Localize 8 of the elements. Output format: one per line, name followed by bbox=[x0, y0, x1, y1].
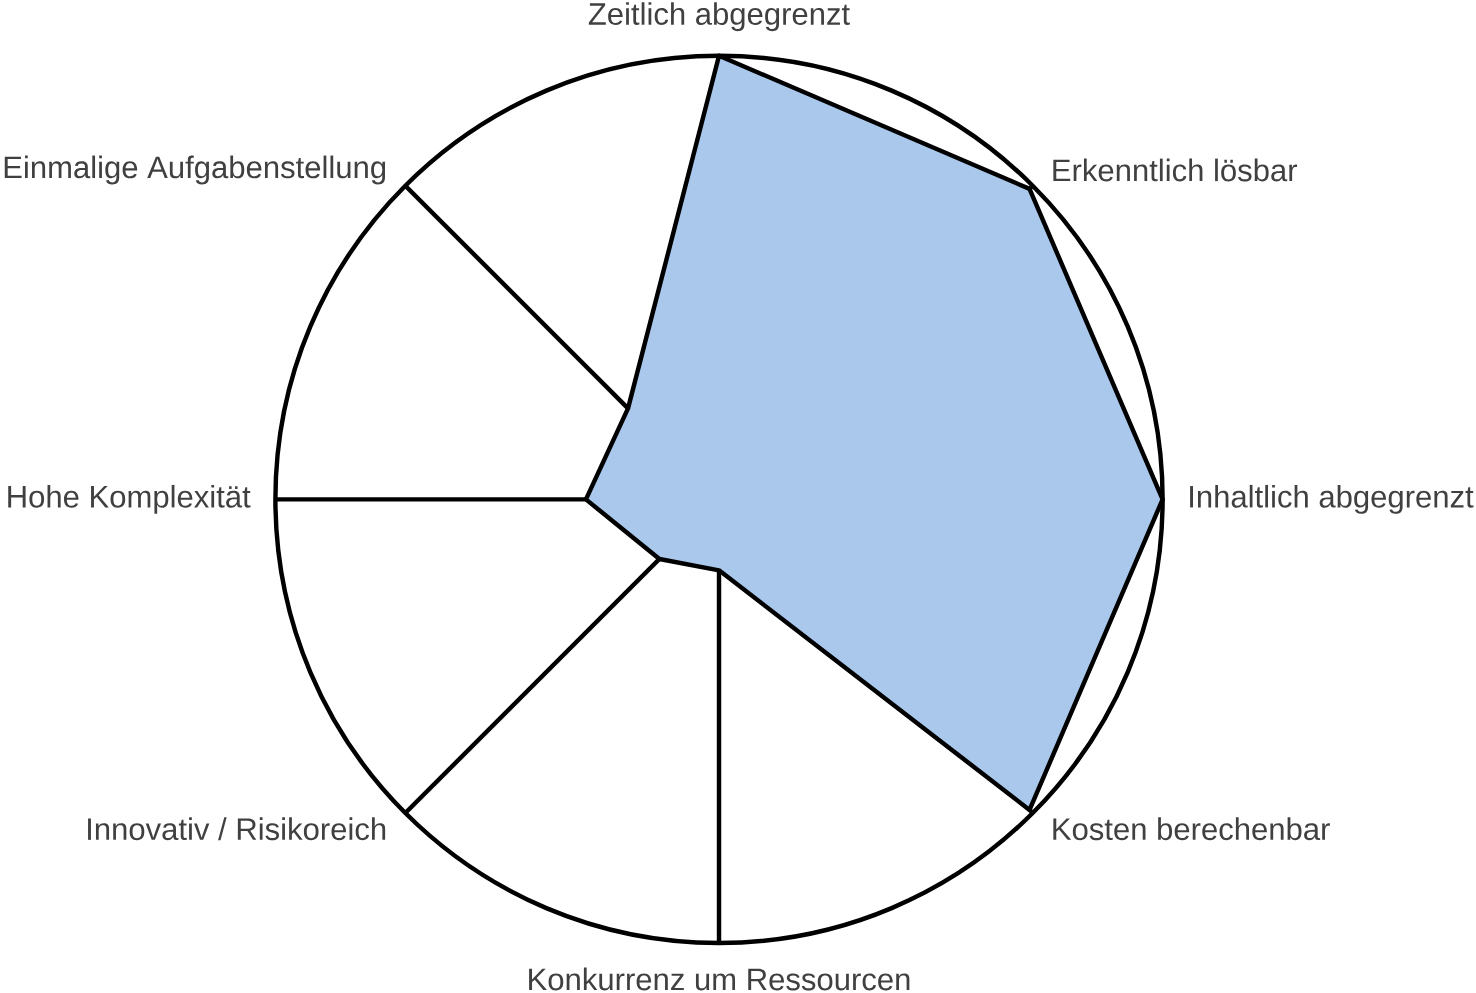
spoke-label: Erkenntlich lösbar bbox=[1053, 158, 1298, 182]
spoke-label: Einmalige Aufgabenstellung bbox=[4, 155, 386, 185]
spoke-label: Innovativ / Risikoreich bbox=[88, 817, 386, 841]
spoke-label: Zeitlich abgegrenzt bbox=[588, 2, 850, 32]
spoke-label: Konkurrenz um Ressourcen bbox=[529, 967, 910, 991]
spoke-label: Inhaltlich abgegrenzt bbox=[1190, 485, 1474, 515]
spoke-label: Kosten berechenbar bbox=[1053, 817, 1330, 841]
spoke-label: Hohe Komplexität bbox=[8, 485, 251, 515]
